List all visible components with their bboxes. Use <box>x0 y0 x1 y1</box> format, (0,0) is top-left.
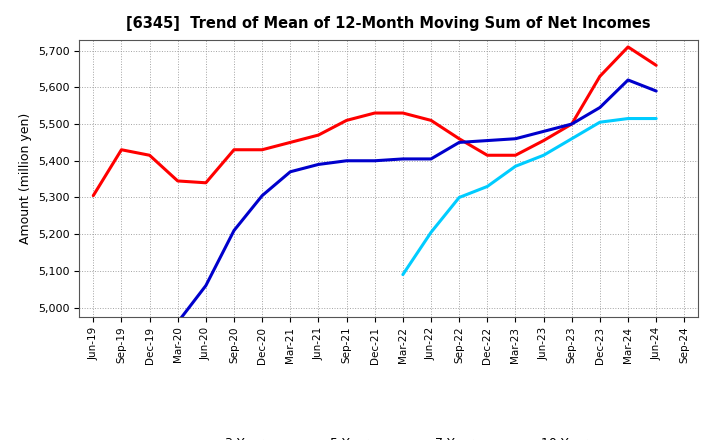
Legend: 3 Years, 5 Years, 7 Years, 10 Years: 3 Years, 5 Years, 7 Years, 10 Years <box>179 432 598 440</box>
Title: [6345]  Trend of Mean of 12-Month Moving Sum of Net Incomes: [6345] Trend of Mean of 12-Month Moving … <box>127 16 651 32</box>
Y-axis label: Amount (million yen): Amount (million yen) <box>19 113 32 244</box>
